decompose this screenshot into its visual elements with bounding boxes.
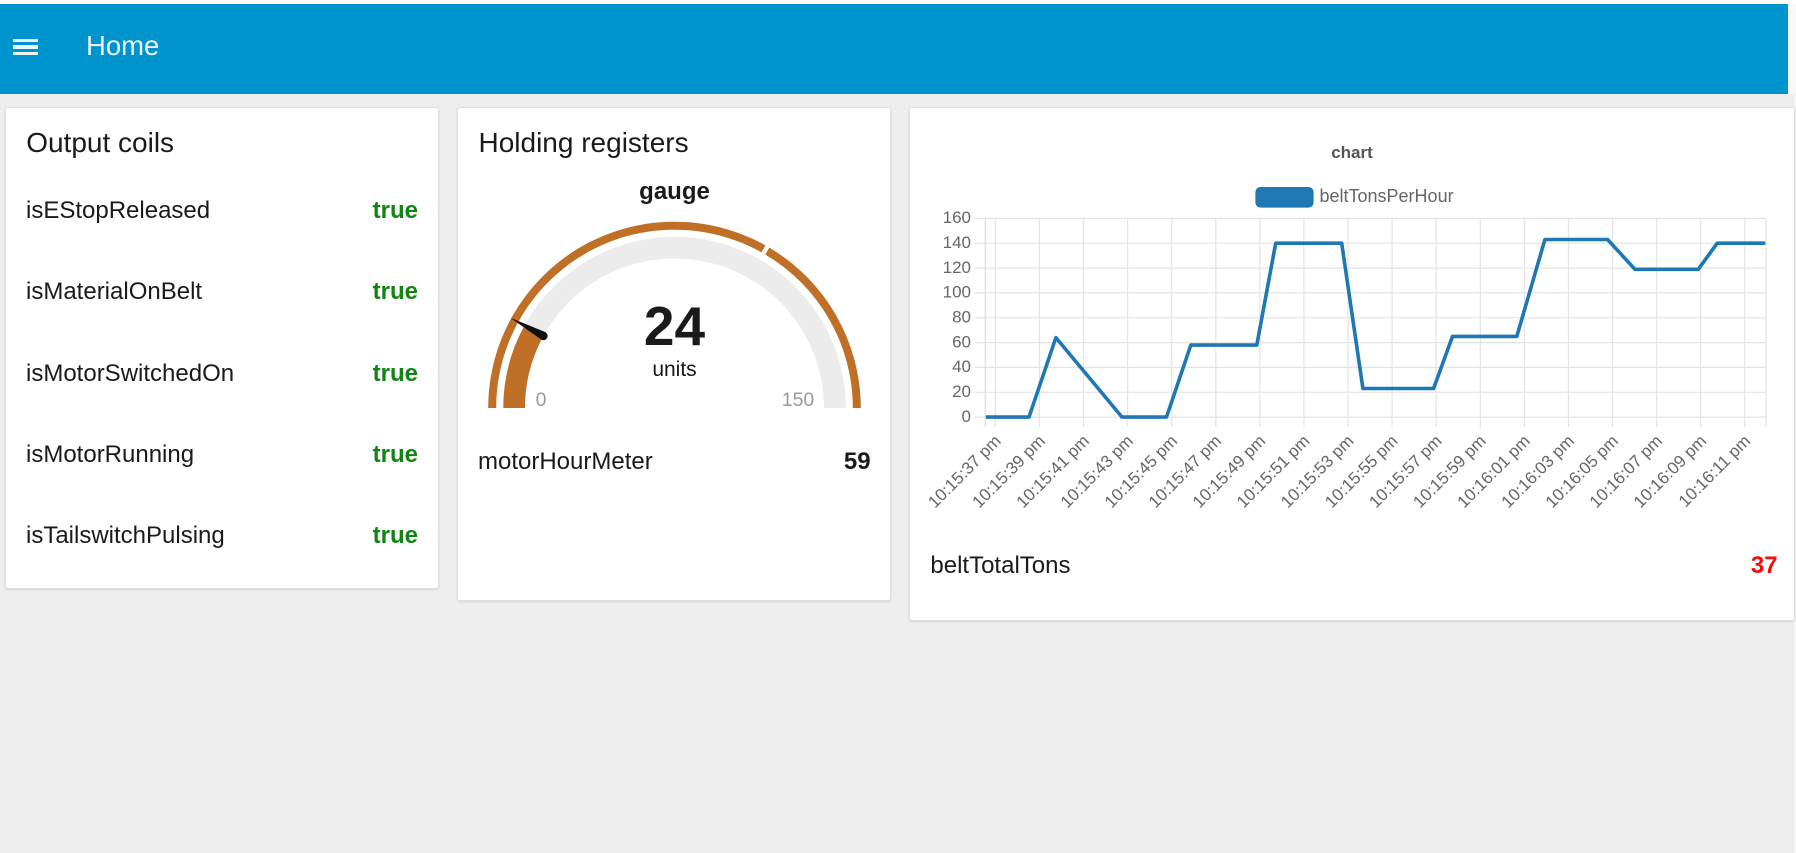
- svg-text:120: 120: [943, 258, 971, 277]
- svg-text:40: 40: [952, 357, 971, 376]
- svg-text:160: 160: [943, 208, 971, 227]
- svg-text:60: 60: [952, 332, 971, 351]
- svg-text:20: 20: [952, 382, 971, 401]
- svg-text:100: 100: [943, 283, 971, 302]
- svg-text:80: 80: [952, 307, 971, 326]
- svg-text:0: 0: [962, 407, 971, 426]
- svg-text:140: 140: [943, 233, 971, 252]
